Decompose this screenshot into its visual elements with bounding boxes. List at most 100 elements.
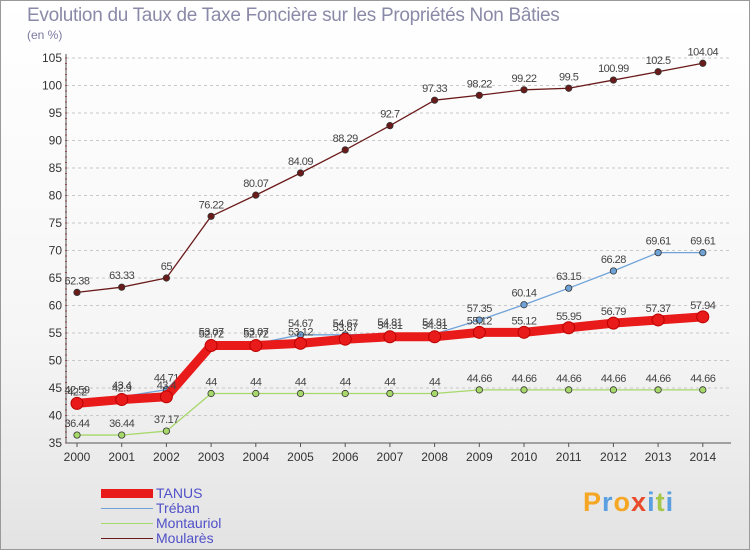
data-label: 44.66 xyxy=(646,373,671,385)
data-point xyxy=(73,288,81,297)
data-point xyxy=(249,339,263,353)
data-label: 54.81 xyxy=(422,317,447,329)
data-label: 54.31 xyxy=(377,320,402,332)
data-point xyxy=(520,301,528,309)
data-point xyxy=(294,336,307,350)
data-point xyxy=(252,389,260,398)
x-tick-label: 2003 xyxy=(198,450,225,464)
data-point xyxy=(296,389,305,398)
data-label: 55.12 xyxy=(511,315,536,327)
data-point xyxy=(606,316,620,330)
data-label: 43.4 xyxy=(157,380,177,392)
data-label: 44.66 xyxy=(511,373,536,385)
x-tick-label: 2005 xyxy=(287,450,314,464)
logo-letter: t xyxy=(655,487,666,517)
y-tick-label: 75 xyxy=(49,216,63,230)
data-label: 88.29 xyxy=(333,133,358,145)
legend-item: TANUS xyxy=(101,485,301,501)
data-label: 92.7 xyxy=(380,109,400,121)
data-label: 42.59 xyxy=(64,384,89,396)
logo-letter: i xyxy=(647,487,656,517)
data-label: 66.28 xyxy=(601,254,626,266)
data-point xyxy=(118,431,126,439)
x-tick-label: 2013 xyxy=(645,450,672,464)
x-tick-label: 2006 xyxy=(332,450,359,464)
data-point xyxy=(296,169,305,177)
data-label: 44 xyxy=(429,377,441,389)
legend-label: Moularès xyxy=(156,530,214,546)
logo-letter: P xyxy=(583,487,603,517)
data-label: 52.72 xyxy=(199,329,224,341)
y-tick-label: 55 xyxy=(49,326,63,340)
data-label: 63.33 xyxy=(109,270,134,282)
data-label: 102.5 xyxy=(646,55,671,67)
data-label: 53.87 xyxy=(333,322,358,334)
data-point xyxy=(565,284,573,292)
y-tick-label: 65 xyxy=(49,271,63,285)
data-point xyxy=(428,330,442,344)
data-label: 80.07 xyxy=(243,178,268,190)
data-point xyxy=(207,389,215,398)
data-label: 44 xyxy=(250,377,262,389)
data-label: 54.67 xyxy=(333,318,358,330)
logo-letter: r xyxy=(602,487,614,517)
data-label: 53.07 xyxy=(243,327,268,339)
data-point xyxy=(475,386,483,394)
legend-swatch xyxy=(101,538,153,539)
data-label: 37.17 xyxy=(154,414,179,426)
data-point xyxy=(699,386,707,394)
y-tick-label: 100 xyxy=(42,79,62,93)
data-label: 36.44 xyxy=(109,418,134,430)
data-point xyxy=(699,59,707,67)
data-label: 84.09 xyxy=(288,156,313,168)
data-point xyxy=(699,249,707,257)
data-label: 44 xyxy=(384,377,396,389)
x-tick-label: 2001 xyxy=(108,450,135,464)
data-label: 100.99 xyxy=(598,63,629,75)
data-label: 65 xyxy=(161,261,173,273)
data-point xyxy=(430,389,439,398)
data-point xyxy=(565,386,573,394)
legend-swatch xyxy=(101,523,153,524)
legend: TANUS Tréban Montauriol Moularès xyxy=(101,485,301,546)
legend-item: Tréban xyxy=(101,500,301,516)
legend-label: TANUS xyxy=(156,485,203,501)
data-label: 99.5 xyxy=(559,71,579,83)
y-tick-label: 35 xyxy=(49,436,63,450)
x-tick-label: 2011 xyxy=(556,450,582,464)
data-point xyxy=(341,146,349,154)
legend-item: Moularès xyxy=(101,530,301,546)
x-tick-label: 2004 xyxy=(242,450,269,464)
data-point xyxy=(252,191,260,199)
data-label: 44 xyxy=(295,377,307,389)
y-tick-label: 50 xyxy=(49,354,63,368)
logo-letter: x xyxy=(631,487,648,517)
legend-label: Tréban xyxy=(156,500,200,516)
data-point xyxy=(430,96,439,104)
data-label: 76.22 xyxy=(199,199,224,211)
data-point xyxy=(472,325,486,339)
data-label: 97.33 xyxy=(422,83,447,95)
logo-letter: i xyxy=(665,487,675,517)
data-point xyxy=(341,389,349,398)
y-tick-label: 80 xyxy=(49,189,63,203)
data-point xyxy=(204,339,218,353)
data-label: 55.95 xyxy=(556,311,581,323)
data-point xyxy=(475,91,483,99)
y-tick-label: 40 xyxy=(49,409,63,423)
data-label: 53.07 xyxy=(199,327,224,339)
data-point xyxy=(386,389,394,398)
logo-letter: o xyxy=(613,487,632,517)
data-point xyxy=(207,212,215,220)
x-tick-label: 2000 xyxy=(64,450,91,464)
data-label: 42.2 xyxy=(67,386,87,398)
data-point xyxy=(118,283,126,291)
data-point xyxy=(654,386,662,394)
data-label: 44.66 xyxy=(601,373,626,385)
data-point xyxy=(651,313,665,327)
legend-swatch xyxy=(101,508,153,509)
data-label: 98.22 xyxy=(467,78,492,90)
data-point xyxy=(562,321,576,335)
